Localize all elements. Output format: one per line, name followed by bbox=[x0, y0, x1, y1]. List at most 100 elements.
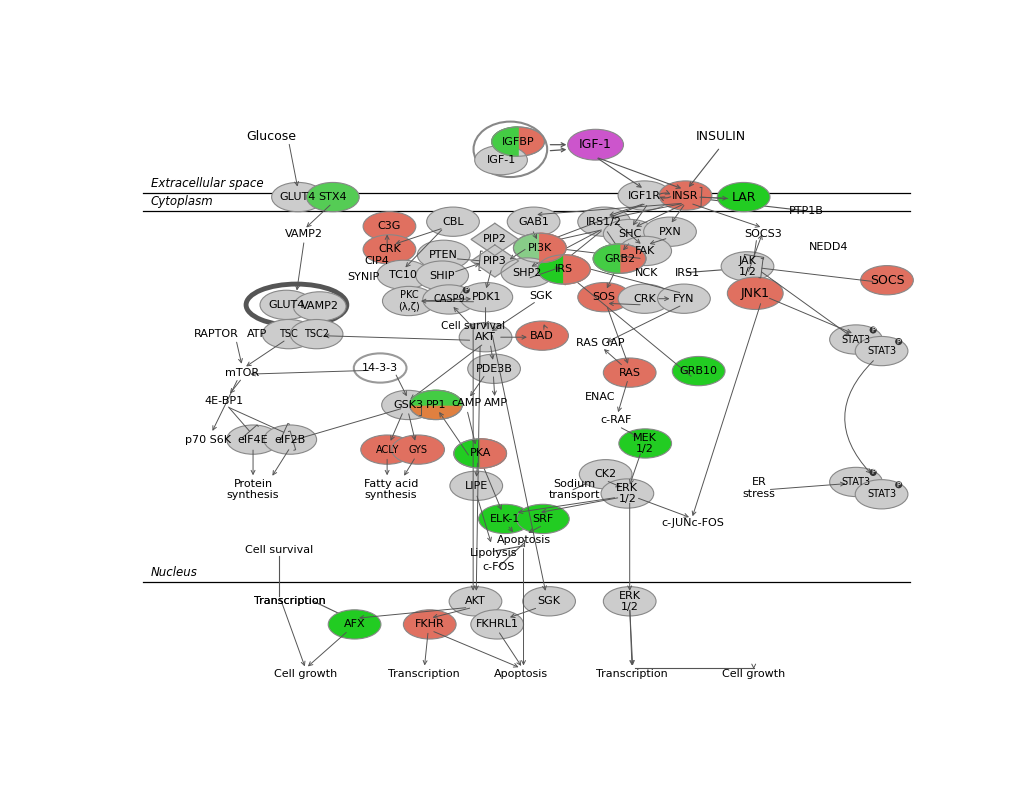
Text: PIP2: PIP2 bbox=[482, 234, 506, 244]
Text: eIF4E: eIF4E bbox=[237, 435, 268, 444]
Text: IGFBP: IGFBP bbox=[501, 137, 534, 146]
Text: Cell survival: Cell survival bbox=[245, 545, 313, 555]
Ellipse shape bbox=[603, 587, 655, 616]
Text: AFX: AFX bbox=[343, 620, 365, 629]
Text: SYNIP: SYNIP bbox=[347, 272, 380, 282]
Ellipse shape bbox=[328, 610, 380, 639]
Text: Nucleus: Nucleus bbox=[151, 566, 198, 579]
Polygon shape bbox=[471, 245, 518, 277]
Ellipse shape bbox=[474, 145, 527, 175]
Text: ER
stress: ER stress bbox=[742, 478, 774, 499]
Text: PI3K: PI3K bbox=[527, 243, 551, 253]
Text: c-RAF: c-RAF bbox=[599, 415, 631, 425]
Text: p70 S6K: p70 S6K bbox=[184, 435, 231, 444]
Text: eIF2B: eIF2B bbox=[274, 435, 306, 444]
Ellipse shape bbox=[363, 212, 416, 241]
Text: CRK: CRK bbox=[633, 293, 655, 304]
Ellipse shape bbox=[516, 321, 568, 351]
Text: LAR: LAR bbox=[731, 191, 755, 204]
Text: SHP2: SHP2 bbox=[513, 267, 541, 277]
Text: VAMP2: VAMP2 bbox=[301, 301, 338, 311]
Text: TC10: TC10 bbox=[389, 270, 417, 280]
Ellipse shape bbox=[403, 610, 455, 639]
Ellipse shape bbox=[459, 322, 512, 351]
Ellipse shape bbox=[354, 353, 407, 383]
Ellipse shape bbox=[422, 285, 475, 314]
Ellipse shape bbox=[643, 217, 696, 246]
Text: ATP: ATP bbox=[247, 329, 267, 339]
Text: PKC
(λ,ζ): PKC (λ,ζ) bbox=[397, 290, 419, 312]
Ellipse shape bbox=[290, 319, 342, 349]
Ellipse shape bbox=[828, 467, 881, 497]
Polygon shape bbox=[471, 223, 518, 255]
Ellipse shape bbox=[600, 479, 653, 508]
Text: P: P bbox=[896, 482, 900, 488]
Text: JAK
1/2: JAK 1/2 bbox=[738, 255, 756, 277]
Text: PTP1B: PTP1B bbox=[788, 206, 823, 216]
Polygon shape bbox=[564, 255, 590, 284]
Text: Cell growth: Cell growth bbox=[274, 670, 337, 680]
Ellipse shape bbox=[449, 471, 502, 500]
Text: C3G: C3G bbox=[377, 221, 400, 231]
Text: P: P bbox=[870, 469, 874, 475]
Text: Apoptosis: Apoptosis bbox=[496, 535, 550, 545]
Text: Transcription: Transcription bbox=[254, 596, 326, 606]
Text: SOCS: SOCS bbox=[869, 274, 904, 287]
Text: P: P bbox=[464, 287, 468, 293]
Text: NCK: NCK bbox=[635, 267, 658, 277]
Polygon shape bbox=[491, 127, 518, 156]
Ellipse shape bbox=[579, 460, 632, 489]
Ellipse shape bbox=[860, 266, 912, 295]
Ellipse shape bbox=[854, 480, 907, 509]
Text: INSULIN: INSULIN bbox=[695, 131, 745, 144]
Text: SHIP: SHIP bbox=[429, 271, 454, 280]
Ellipse shape bbox=[262, 319, 315, 349]
Ellipse shape bbox=[391, 435, 444, 465]
Text: GRB2: GRB2 bbox=[603, 254, 635, 263]
Polygon shape bbox=[539, 234, 566, 263]
Text: 4E-BP1: 4E-BP1 bbox=[205, 396, 244, 406]
Ellipse shape bbox=[568, 129, 623, 160]
Text: CBL: CBL bbox=[442, 217, 464, 227]
Text: AKT: AKT bbox=[465, 596, 485, 606]
Ellipse shape bbox=[513, 234, 566, 263]
Ellipse shape bbox=[410, 390, 462, 419]
Ellipse shape bbox=[448, 587, 501, 616]
Text: Fatty acid
synthesis: Fatty acid synthesis bbox=[364, 479, 418, 500]
Text: Sodium
transport: Sodium transport bbox=[548, 479, 600, 500]
Text: FAK: FAK bbox=[635, 246, 654, 256]
Text: STAT3: STAT3 bbox=[866, 490, 896, 499]
Ellipse shape bbox=[377, 260, 429, 289]
Text: PDK1: PDK1 bbox=[471, 292, 500, 302]
Ellipse shape bbox=[828, 325, 881, 354]
Text: STAT3: STAT3 bbox=[866, 346, 896, 356]
Text: IGF-1: IGF-1 bbox=[579, 138, 611, 151]
Ellipse shape bbox=[471, 610, 523, 639]
Text: mTOR: mTOR bbox=[225, 368, 259, 377]
Text: GRB10: GRB10 bbox=[679, 366, 717, 376]
Text: cAMP: cAMP bbox=[450, 398, 481, 408]
Text: Transcription: Transcription bbox=[254, 596, 326, 606]
Text: Glucose: Glucose bbox=[246, 131, 296, 144]
Text: ENAC: ENAC bbox=[585, 392, 614, 402]
Ellipse shape bbox=[577, 207, 630, 236]
Text: Cytoplasm: Cytoplasm bbox=[151, 195, 213, 208]
Ellipse shape bbox=[672, 356, 725, 385]
Text: STAT3: STAT3 bbox=[841, 477, 869, 487]
Text: GLUT4: GLUT4 bbox=[279, 192, 316, 202]
Text: PTEN: PTEN bbox=[429, 250, 458, 260]
Text: SRF: SRF bbox=[532, 514, 553, 524]
Ellipse shape bbox=[426, 207, 479, 236]
Ellipse shape bbox=[381, 390, 434, 419]
Text: 14-3-3: 14-3-3 bbox=[362, 363, 397, 373]
Text: Cell growth: Cell growth bbox=[721, 670, 785, 680]
Text: ERK
1/2: ERK 1/2 bbox=[615, 482, 638, 504]
Text: SHC: SHC bbox=[618, 229, 641, 239]
Ellipse shape bbox=[453, 439, 506, 468]
Ellipse shape bbox=[854, 336, 907, 366]
Text: PP1: PP1 bbox=[425, 400, 445, 410]
Text: PXN: PXN bbox=[658, 227, 681, 237]
Text: IGF1R: IGF1R bbox=[628, 191, 660, 200]
Text: FKHRL1: FKHRL1 bbox=[475, 620, 519, 629]
Text: VAMP2: VAMP2 bbox=[285, 229, 323, 239]
